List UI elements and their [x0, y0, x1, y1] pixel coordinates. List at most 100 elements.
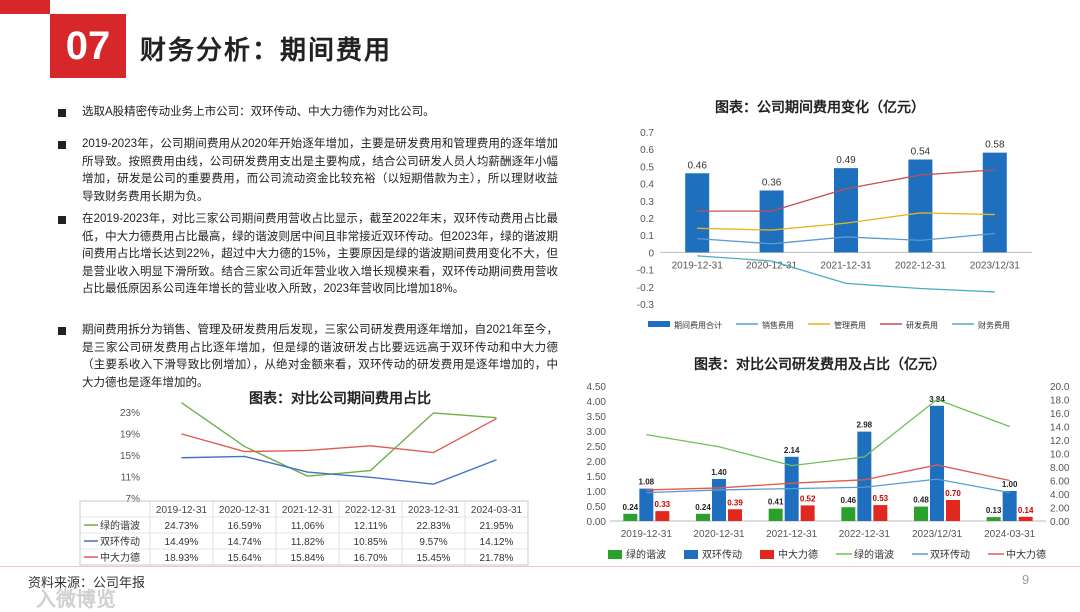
bar: [986, 517, 1001, 521]
y2-tick-label: 4.00%: [1050, 490, 1070, 501]
series-line: [697, 169, 995, 212]
legend-label: 双环传动: [100, 536, 140, 548]
x-tick-label: 2022-12-31: [839, 529, 891, 540]
bar: [834, 168, 858, 253]
table-cell: 15.64%: [228, 553, 262, 564]
series-line: [646, 478, 1010, 494]
bar: [873, 505, 888, 521]
x-tick-label: 2022-12-31: [345, 505, 397, 516]
bar: [1002, 491, 1017, 521]
series-line: [697, 212, 995, 231]
y-tick-label: 0.2: [640, 214, 654, 225]
legend-label: 中大力德: [778, 548, 818, 561]
bar: [639, 488, 654, 521]
y-tick-label: 0.00: [587, 517, 607, 528]
bullet-square-icon: [58, 141, 66, 149]
table-cell: 21.78%: [480, 553, 514, 564]
bar: [800, 505, 815, 521]
table-cell: 14.12%: [480, 537, 514, 548]
bar: [696, 513, 710, 521]
bullet-text: 在2019-2023年，对比三家公司期间费用营收占比显示，截至2022年末，双环…: [82, 213, 558, 295]
y-tick-label: 2.00: [587, 457, 607, 468]
table-cell: 14.49%: [165, 537, 199, 548]
bullet-square-icon: [58, 109, 66, 117]
y-tick-label: 3.00: [587, 427, 607, 438]
bar: [982, 152, 1007, 253]
bar: [857, 431, 872, 521]
data-label: 0.33: [655, 500, 671, 509]
x-tick-label: 2020-12-31: [746, 260, 798, 271]
rd-chart-title: 图表：对比公司研发费用及占比（亿元）: [694, 356, 946, 372]
table-cell: 9.57%: [419, 537, 447, 548]
data-label: 0.54: [911, 147, 931, 158]
data-label: 0.41: [768, 498, 784, 507]
x-tick-label: 2019-12-31: [156, 505, 208, 516]
y-tick-label: 0: [648, 248, 654, 259]
y-tick-label: 0.6: [640, 145, 654, 156]
y2-tick-label: 0.00%: [1050, 517, 1070, 528]
data-label: 1.40: [711, 468, 727, 477]
legend-swatch: [648, 321, 670, 327]
table-cell: 15.45%: [417, 553, 451, 564]
y-tick-label: -0.2: [637, 283, 655, 294]
data-label: 0.24: [695, 503, 711, 512]
data-label: 0.39: [727, 498, 743, 507]
data-label: 0.13: [986, 506, 1002, 515]
y-tick-label: 0.7: [640, 128, 654, 139]
legend-label: 双环传动: [702, 549, 742, 561]
legend-label: 中大力德: [100, 551, 140, 564]
y2-tick-label: 20.00%: [1050, 382, 1070, 393]
bar: [759, 190, 784, 253]
series-line: [181, 402, 497, 477]
y2-tick-label: 14.00%: [1050, 423, 1070, 434]
y-tick-label: 11%: [121, 473, 140, 484]
legend-label: 绿的谐波: [854, 548, 894, 561]
y-tick-label: 23%: [120, 408, 140, 419]
y2-tick-label: 16.00%: [1050, 409, 1070, 420]
bar: [930, 405, 944, 521]
footer-divider: [0, 566, 1080, 567]
table-cell: 22.83%: [417, 521, 451, 532]
y-tick-label: 0.4: [640, 180, 654, 191]
data-label: 0.46: [841, 496, 857, 505]
series-line: [697, 232, 995, 245]
x-tick-label: 2022-12-31: [895, 260, 947, 271]
table-cell: 11.06%: [291, 521, 324, 532]
y-tick-label: 2.50: [587, 442, 607, 453]
table-cell: 12.11%: [354, 521, 387, 532]
data-label: 0.36: [762, 177, 782, 188]
y-tick-label: 0.3: [640, 197, 654, 208]
page-number: 9: [1022, 572, 1030, 587]
legend-label: 研发费用: [906, 320, 938, 330]
header-accent-bar: [0, 0, 50, 14]
bullet-item: 2019-2023年，公司期间费用从2020年开始逐年增加，主要是研发费用和管理…: [58, 136, 558, 206]
bar: [728, 509, 742, 521]
data-label: 0.58: [985, 140, 1005, 151]
bar: [841, 507, 856, 521]
x-tick-label: 2023-12-31: [408, 505, 460, 516]
data-label: 0.49: [836, 155, 856, 166]
table-cell: 16.70%: [354, 553, 388, 564]
expense-chart-title: 图表：公司期间费用变化（亿元）: [715, 99, 925, 115]
table-cell: 15.84%: [291, 553, 325, 564]
table-cell: 21.95%: [480, 521, 514, 532]
y2-tick-label: 12.00%: [1050, 436, 1070, 447]
x-tick-label: 2021-12-31: [766, 529, 818, 540]
y2-tick-label: 6.00%: [1050, 477, 1070, 488]
x-tick-label: 2020-12-31: [219, 505, 271, 516]
data-label: 0.70: [945, 489, 961, 498]
data-label: 2.14: [784, 446, 800, 455]
expense-chart: 0.7 0.6 0.5 0.4 0.3 0.2 0.1 0 -0.1 -0.2 -0.3 2019-1…: [637, 128, 1032, 330]
y-tick-label: -0.3: [637, 300, 655, 311]
legend-label: 绿的谐波: [626, 548, 666, 561]
table-cell: 14.74%: [228, 537, 262, 548]
series-line: [697, 255, 995, 293]
x-tick-label: 2019-12-31: [672, 260, 724, 271]
legend-swatch: [608, 550, 622, 559]
y2-tick-label: 18.00%: [1050, 396, 1070, 407]
y-tick-label: 0.50: [587, 502, 607, 513]
data-label: 0.48: [913, 496, 929, 505]
legend-label: 销售费用: [762, 320, 794, 330]
series-line: [181, 417, 497, 454]
table-cell: 16.59%: [228, 521, 262, 532]
